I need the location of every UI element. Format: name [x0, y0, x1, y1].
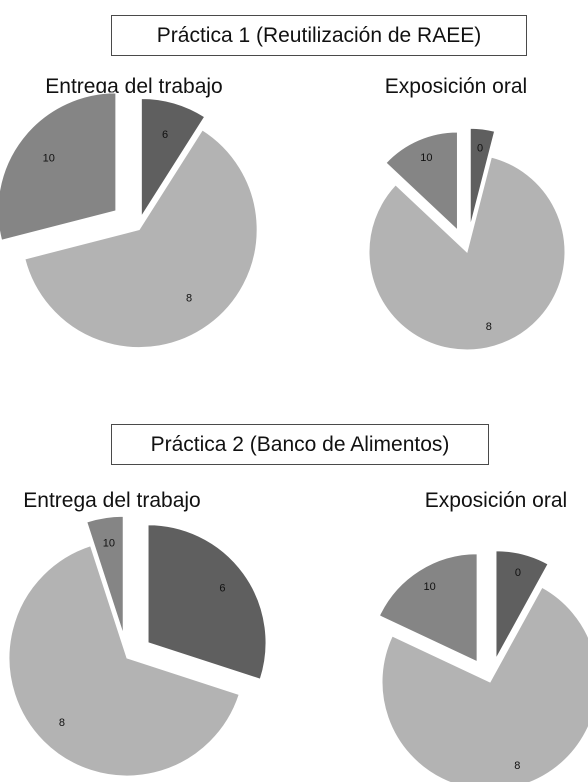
slice-label-8: 8 — [514, 760, 520, 772]
pie-slice-8 — [24, 129, 258, 349]
slice-label-6: 6 — [219, 583, 225, 595]
pie-slice-10 — [86, 515, 124, 635]
pie-slice-6 — [147, 524, 267, 680]
slice-label-8: 8 — [186, 292, 192, 304]
pie-slice-8 — [381, 586, 588, 782]
chart-title-entrega-practica-1: Entrega del trabajo — [45, 75, 223, 98]
section-title-practica-2: Práctica 2 (Banco de Alimentos) — [111, 424, 489, 465]
chart-title-exposicion-practica-1: Exposición oral — [384, 75, 528, 98]
pie-chart-exposicion-practica-1: 0 8 10 — [368, 127, 566, 351]
slice-label-0: 0 — [515, 567, 521, 579]
chart-title-entrega-practica-2: Entrega del trabajo — [23, 489, 201, 512]
pie-slice-6 — [140, 97, 206, 219]
slice-label-10: 10 — [43, 153, 55, 165]
pie-slice-8 — [8, 545, 240, 777]
pie-slice-8 — [368, 156, 566, 351]
pie-slice-0 — [495, 550, 549, 659]
slice-label-8: 8 — [59, 717, 65, 729]
slice-label-10: 10 — [424, 581, 436, 593]
pie-chart-entrega-practica-1: 6 8 10 — [0, 92, 258, 349]
slice-label-10: 10 — [103, 537, 115, 549]
pie-chart-entrega-practica-2: 6 8 10 — [8, 515, 267, 777]
slice-label-10: 10 — [420, 152, 432, 164]
chart-title-exposicion-practica-2: Exposición oral — [424, 489, 568, 512]
pie-chart-exposicion-practica-2: 0 8 10 — [378, 550, 588, 782]
section-title-practica-1: Práctica 1 (Reutilización de RAEE) — [111, 15, 527, 56]
pie-slice-10 — [0, 92, 117, 241]
pie-slice-0 — [469, 127, 496, 227]
pie-slice-10 — [385, 131, 458, 232]
slice-label-6: 6 — [162, 129, 168, 141]
pie-slice-10 — [378, 553, 478, 663]
slice-label-0: 0 — [477, 142, 483, 154]
slice-label-8: 8 — [486, 321, 492, 333]
